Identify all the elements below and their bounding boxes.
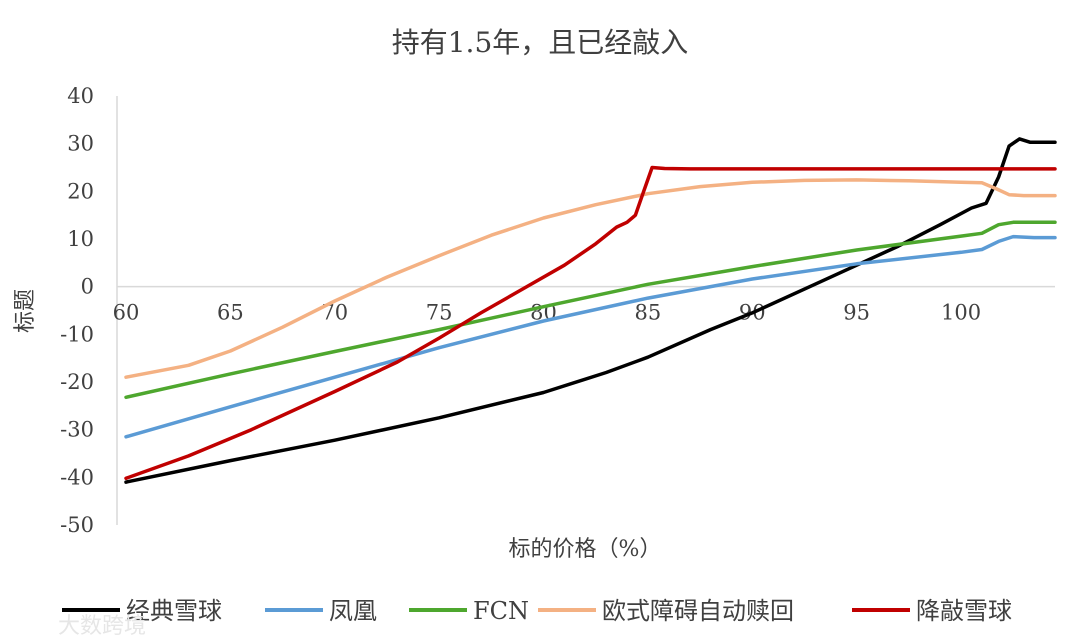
y-tick-label: -10 bbox=[60, 322, 94, 346]
watermark-text: 大数跨境 bbox=[58, 614, 146, 639]
legend: 经典雪球 凤凰 FCN 欧式障碍自动赎回 降敲雪球 bbox=[62, 597, 1012, 625]
y-tick-label: 0 bbox=[81, 275, 94, 299]
x-tick-label: 60 bbox=[113, 301, 140, 325]
x-axis-title: 标的价格（%） bbox=[509, 537, 662, 562]
y-tick-label: -20 bbox=[60, 370, 94, 394]
legend-label: 降敲雪球 bbox=[916, 597, 1012, 625]
x-tick-label: 65 bbox=[217, 301, 244, 325]
y-tick-label: -30 bbox=[60, 418, 94, 442]
series-line bbox=[124, 234, 1057, 439]
legend-label: FCN bbox=[473, 597, 529, 625]
legend-label: 欧式障碍自动赎回 bbox=[602, 597, 794, 625]
series-line bbox=[124, 220, 1057, 400]
legend-label: 凤凰 bbox=[329, 597, 377, 625]
y-tick-label: -50 bbox=[60, 513, 94, 537]
x-tick-label: 95 bbox=[843, 301, 870, 325]
x-tick-label: 100 bbox=[941, 301, 981, 325]
y-tick-labels: 40 30 20 10 0 -10 -20 -30 -40 -50 bbox=[60, 84, 94, 537]
x-tick-label: 85 bbox=[635, 301, 662, 325]
chart-title: 持有1.5年，且已经敲入 bbox=[392, 26, 689, 59]
y-tick-label: 20 bbox=[67, 179, 94, 203]
y-tick-label: 30 bbox=[67, 132, 94, 156]
y-axis-title: 标题 bbox=[13, 289, 38, 333]
series-line bbox=[124, 137, 1057, 484]
x-tick-labels: 60 65 70 75 80 85 90 95 100 bbox=[113, 301, 981, 325]
y-tick-label: -40 bbox=[60, 465, 94, 489]
y-tick-label: 40 bbox=[67, 84, 94, 108]
series-line bbox=[124, 165, 1057, 481]
series-line bbox=[124, 178, 1057, 379]
legend-label: 经典雪球 bbox=[126, 597, 222, 625]
series-lines bbox=[124, 137, 1057, 484]
y-tick-label: 10 bbox=[67, 227, 94, 251]
x-tick-label: 75 bbox=[426, 301, 453, 325]
